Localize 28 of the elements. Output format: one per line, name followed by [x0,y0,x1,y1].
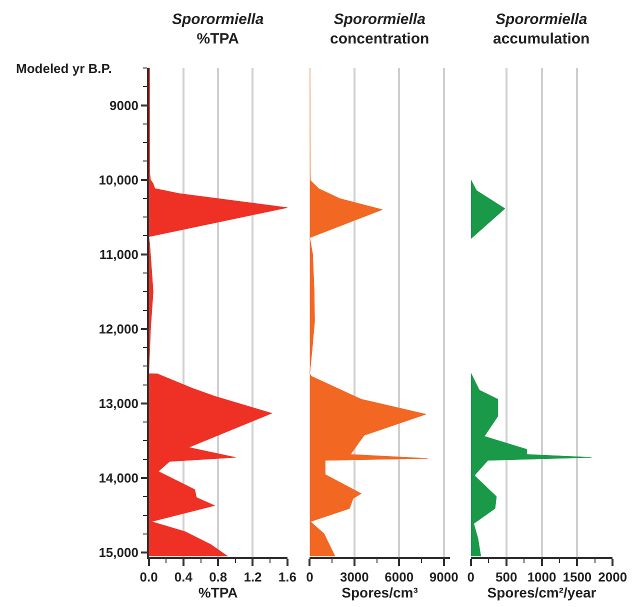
x-tick-label: 9000 [429,569,458,584]
chart-title: Sporormiella %TPA [172,11,264,48]
x-tick-label: 0.8 [209,569,228,584]
y-tick-label: 15,000 [98,545,138,560]
x-tick-label: 500 [495,569,518,584]
x-tick-label: 1500 [562,569,592,584]
x-tick-label: 2000 [598,569,628,584]
x-axis-title: Spores/cm²/year [487,584,597,600]
x-tick-label: 6000 [384,569,414,584]
y-tick-label: 14,000 [98,470,138,486]
x-tick-label: 0.0 [140,569,158,584]
chart-title: Sporormiella accumulation [493,11,590,48]
y-tick-label: 10,000 [98,172,138,188]
x-axis-title: %TPA [198,584,238,600]
x-tick-label: 1.6 [278,569,296,584]
x-tick-label: 1.2 [244,569,262,584]
y-tick-label: 9000 [110,98,138,113]
chart-title: Sporormiella concentration [330,11,430,48]
x-tick-label: 1000 [527,569,556,584]
y-tick-label: 12,000 [98,321,138,336]
x-tick-label: 3000 [340,569,369,584]
y-tick-label: 13,000 [98,396,138,411]
x-tick-label: 0 [467,569,475,584]
y-tick-label: 11,000 [99,246,138,262]
y-axis-title: Modeled yr B.P. [16,61,112,76]
x-tick-label: 0 [306,569,314,584]
x-axis-title: Spores/cm³ [342,584,418,600]
x-tick-label: 0.4 [174,569,194,584]
